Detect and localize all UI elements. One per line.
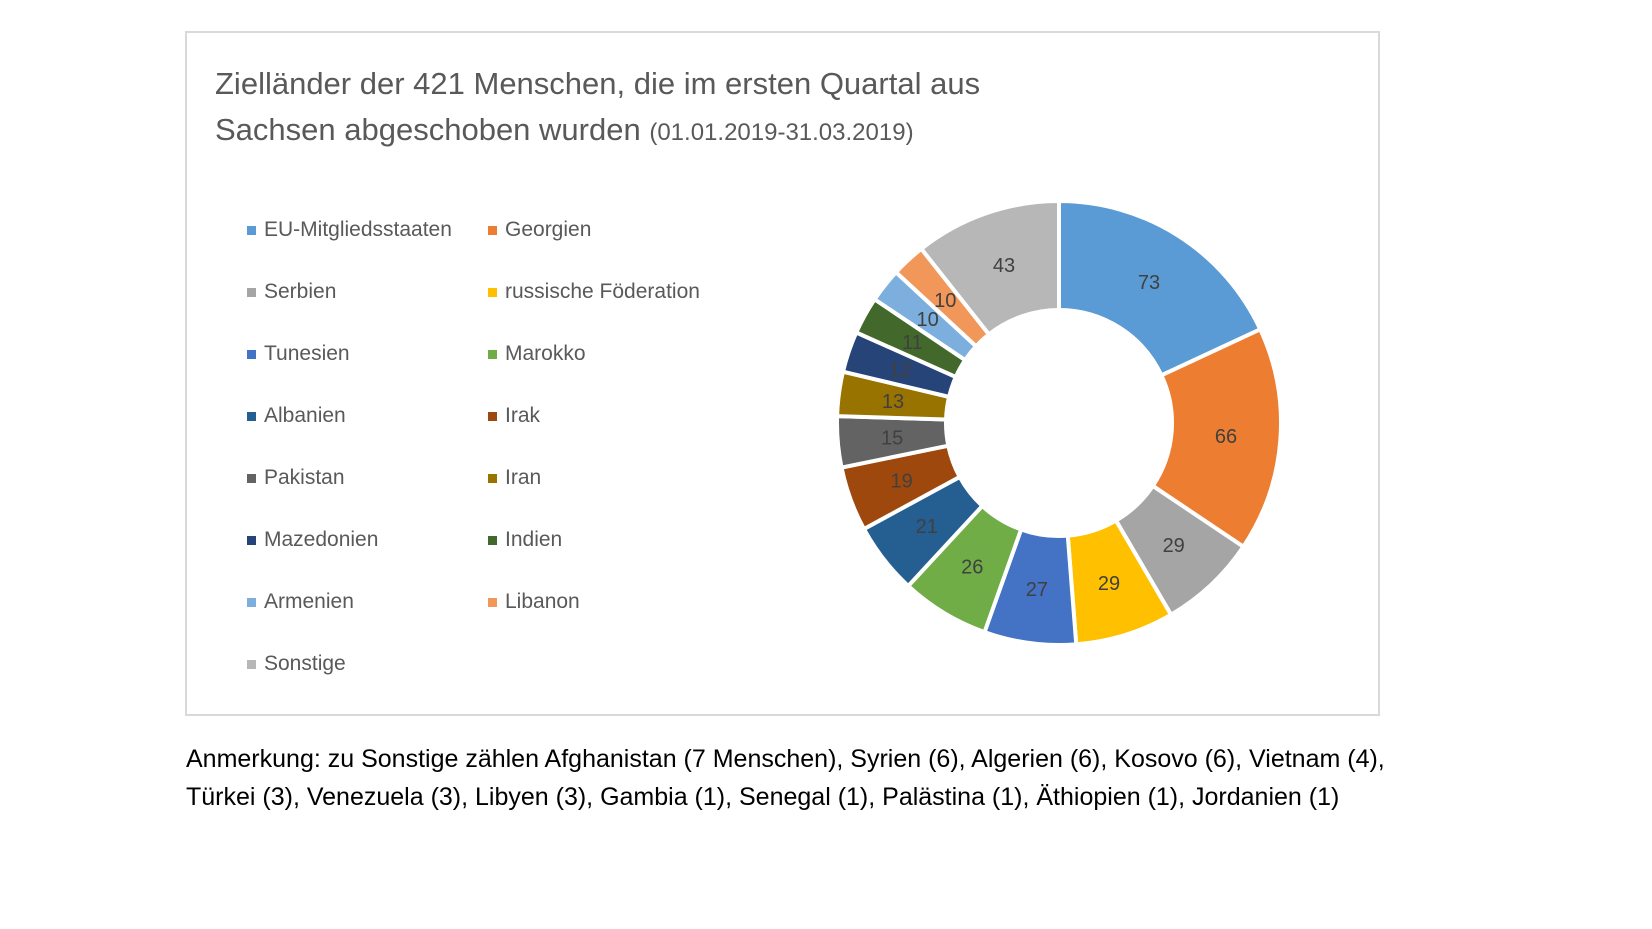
legend-label: Georgien [505, 218, 592, 241]
legend-item: Albanien [247, 404, 346, 428]
donut-slice [1057, 198, 1263, 378]
legend-item: Sonstige [247, 652, 346, 676]
legend-item: Irak [488, 404, 540, 428]
slice-data-label: 10 [916, 309, 938, 331]
legend-label: Irak [505, 404, 541, 427]
slice-data-label: 73 [1138, 272, 1160, 294]
legend-swatch [488, 349, 497, 359]
footnote: Anmerkung: zu Sonstige zählen Afghanista… [186, 745, 1385, 811]
slice-data-label: 15 [881, 427, 903, 449]
slice-data-label: 43 [993, 255, 1015, 277]
legend-label: Mazedonien [264, 528, 379, 551]
chart-title-line2: Sachsen abgeschoben wurden [215, 112, 641, 147]
chart-frame: Zielländer der 421 Menschen, die im erst… [185, 31, 1380, 716]
legend-item: Mazedonien [247, 528, 378, 552]
legend-swatch [488, 225, 497, 235]
slice-data-label: 29 [1163, 535, 1185, 557]
slice-data-label: 27 [1026, 579, 1048, 601]
legend-swatch [247, 225, 256, 235]
legend-item: russische Föderation [488, 280, 700, 304]
legend-swatch [247, 535, 256, 545]
legend-label: Indien [505, 528, 563, 551]
legend-item: Marokko [488, 342, 586, 366]
legend-item: Serbien [247, 280, 336, 304]
legend-swatch [488, 411, 497, 421]
legend-label: Marokko [505, 342, 586, 365]
chart-title-line1: Zielländer der 421 Menschen, die im erst… [215, 66, 981, 101]
slice-data-label: 26 [961, 556, 983, 578]
legend-swatch [247, 659, 256, 669]
slice-data-label: 66 [1215, 426, 1237, 448]
legend-label: russische Föderation [505, 280, 700, 303]
slice-data-label: 19 [891, 470, 913, 492]
legend-label: Iran [505, 466, 542, 489]
legend-label: Sonstige [264, 652, 346, 675]
legend-label: EU-Mitgliedsstaaten [264, 218, 452, 241]
legend-label: Serbien [264, 280, 337, 303]
legend-item: EU-Mitgliedsstaaten [247, 218, 452, 242]
legend-swatch [488, 473, 497, 483]
legend-swatch [488, 597, 497, 607]
slice-data-label: 13 [882, 391, 904, 413]
donut-slice [1150, 326, 1283, 550]
legend-item: Iran [488, 466, 541, 490]
legend-item: Armenien [247, 590, 354, 614]
legend-label: Tunesien [264, 342, 350, 365]
legend-item: Georgien [488, 218, 591, 242]
legend-label: Libanon [505, 590, 580, 613]
slice-data-label: 12 [889, 359, 911, 381]
legend-item: Indien [488, 528, 562, 552]
slice-data-label: 21 [916, 516, 938, 538]
slice-data-label: 11 [902, 332, 923, 354]
chart-title: Zielländer der 421 Menschen, die im erst… [215, 61, 1115, 156]
donut-slice [918, 198, 1061, 338]
legend-swatch [247, 473, 256, 483]
legend-label: Pakistan [264, 466, 345, 489]
legend-label: Albanien [264, 404, 346, 427]
legend-label: Armenien [264, 590, 354, 613]
legend-swatch [247, 349, 256, 359]
legend-item: Libanon [488, 590, 580, 614]
legend-swatch [247, 287, 256, 297]
legend-swatch [488, 287, 497, 297]
chart-subtitle: (01.01.2019-31.03.2019) [649, 119, 914, 146]
legend-item: Pakistan [247, 466, 345, 490]
slice-data-label: 29 [1098, 573, 1120, 595]
legend-swatch [488, 535, 497, 545]
legend-swatch [247, 597, 256, 607]
legend-item: Tunesien [247, 342, 350, 366]
slice-data-label: 10 [934, 290, 956, 312]
legend-swatch [247, 411, 256, 421]
